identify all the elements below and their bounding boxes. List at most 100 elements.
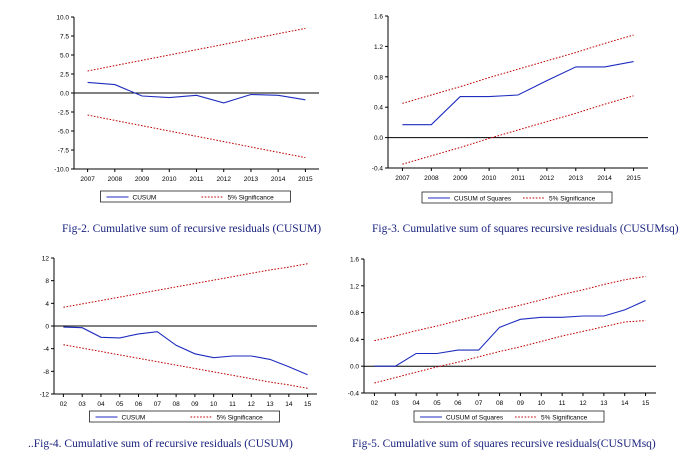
x-tick-label: 06	[135, 401, 143, 408]
legend-label: 5% Significance	[228, 195, 275, 202]
y-tick-label: 8	[45, 278, 49, 285]
x-tick-label: 07	[154, 401, 162, 408]
y-tick-label: 0.8	[350, 310, 359, 317]
chart-fig2-svg: 10.0 7.5 5.0 2.5 0.0 -2.5 -5.0 -7.5 -10.0 2007 200…	[54, 15, 319, 203]
x-tick-label: 2008	[108, 176, 123, 183]
x-tick-label: 12	[579, 400, 587, 407]
caption-fig2-text: Cumulative sum of recursive residuals (C…	[89, 223, 322, 235]
y-tick-label: 0	[45, 324, 49, 331]
series-line-bound-2	[402, 95, 634, 165]
x-tick-label: 2015	[298, 176, 313, 183]
x-tick-label: 09	[517, 400, 525, 407]
y-tick-label: 4	[45, 301, 49, 308]
x-tick-label: 03	[392, 400, 400, 407]
y-tick-label: -7.5	[58, 148, 70, 155]
chart-fig5-svg: 1.6 1.2 0.8 0.4 0.0 -0.4 02 03 04 05 06 07 08 09 10 11 1…	[348, 257, 656, 423]
y-tick-label: -8	[43, 369, 49, 376]
x-tick-label: 14	[621, 400, 629, 407]
caption-fig3-label: Fig-3.	[372, 223, 400, 235]
x-tick-label: 09	[191, 401, 199, 408]
x-tick-label: 10	[210, 401, 218, 408]
series-line-bound-1	[402, 34, 634, 104]
x-tick-label: 2010	[162, 176, 177, 183]
x-tick-label: 2009	[135, 176, 150, 183]
legend-label: CUSUM of Squares	[454, 196, 512, 203]
x-tick-label: 03	[79, 401, 87, 408]
y-tick-label: 1.6	[350, 257, 359, 264]
x-tick-label: 2007	[395, 175, 410, 182]
x-tick-label: 02	[371, 400, 379, 407]
y-tick-label: 0.0	[60, 91, 69, 98]
chart-fig5: 1.6 1.2 0.8 0.4 0.0 -0.4 02 03 04 05 06 07 08 09 10 11 1…	[334, 255, 674, 425]
x-tick-label: 04	[413, 400, 421, 407]
y-tick-label: 1.2	[350, 283, 359, 290]
x-tick-label: 15	[642, 400, 650, 407]
chart-fig4: 12 8 4 0 -4 -8 -12 02 03 04 05 06 07 08 09 10 11 12 13 14 15…	[34, 255, 334, 425]
y-tick-label: -12	[40, 392, 50, 399]
caption-fig5: Fig-5. Cumulative sum of squares recursi…	[352, 438, 656, 450]
x-tick-label: 2014	[597, 175, 612, 182]
legend-label: 5% Significance	[541, 415, 588, 422]
x-tick-label: 15	[304, 401, 312, 408]
caption-fig2: Fig-2. Cumulative sum of recursive resid…	[62, 223, 321, 235]
x-tick-label: 07	[475, 400, 483, 407]
y-tick-label: -5.0	[58, 129, 70, 136]
legend-box	[421, 191, 613, 204]
x-tick-label: 2013	[569, 175, 584, 182]
y-tick-label: 2.5	[60, 72, 69, 79]
y-tick-label: 1.2	[374, 44, 383, 51]
series-line-main	[402, 61, 634, 126]
y-tick-label: 12	[42, 256, 50, 263]
legend-label: CUSUM	[122, 415, 146, 422]
y-tick-label: -0.4	[372, 166, 384, 173]
y-tick-label: 0.4	[374, 105, 383, 112]
y-tick-label: 1.6	[374, 14, 383, 21]
x-tick-label: 05	[433, 400, 441, 407]
x-tick-label: 2012	[216, 176, 231, 183]
legend-label: CUSUM of Squares	[446, 415, 504, 422]
series-line-bound-2	[374, 320, 646, 384]
x-tick-label: 13	[266, 401, 274, 408]
y-tick-label: 0.0	[350, 364, 359, 371]
series-line-bound-2	[63, 344, 308, 389]
legend-label: 5% Significance	[217, 415, 264, 422]
y-tick-label: -2.5	[58, 110, 70, 117]
x-tick-label: 2012	[540, 175, 555, 182]
caption-fig4: ..Fig-4. Cumulative sum of recursive res…	[28, 438, 293, 450]
caption-fig2-label: Fig-2.	[62, 223, 90, 235]
x-tick-label: 02	[60, 401, 68, 408]
x-tick-label: 2014	[271, 176, 286, 183]
x-tick-label: 2009	[453, 175, 468, 182]
x-tick-label: 2010	[482, 175, 497, 182]
x-tick-label: 2011	[511, 175, 525, 182]
series-line-bound-1	[374, 275, 646, 342]
y-tick-label: 10.0	[56, 15, 69, 22]
y-tick-label: 0.4	[350, 337, 359, 344]
y-tick-label: 5.0	[60, 53, 69, 60]
chart-fig3-svg: 1.6 1.2 0.8 0.4 0.0 -0.4 2007 2008 2009 2010 2011 2…	[372, 14, 648, 204]
x-tick-label: 2008	[424, 175, 439, 182]
chart-fig4-svg: 12 8 4 0 -4 -8 -12 02 03 04 05 06 07 08 09 10 11 12 13 14 15…	[40, 256, 317, 423]
caption-fig3: Fig-3. Cumulative sum of squares recursi…	[372, 223, 679, 235]
series-line-main	[63, 326, 308, 376]
caption-fig5-label: Fig-5.	[352, 438, 380, 450]
x-tick-label: 11	[229, 401, 236, 408]
legend-box	[89, 410, 280, 423]
x-tick-label: 14	[285, 401, 293, 408]
x-tick-label: 05	[116, 401, 124, 408]
series-line-main	[87, 81, 306, 104]
chart-fig3: 1.6 1.2 0.8 0.4 0.0 -0.4 2007 2008 2009 2010 2011 2…	[356, 12, 676, 212]
y-tick-label: 0.0	[374, 135, 383, 142]
caption-fig4-label: ..Fig-4.	[28, 438, 62, 450]
y-tick-label: -10.0	[54, 167, 69, 174]
x-tick-label: 2013	[244, 176, 259, 183]
y-tick-label: 7.5	[60, 34, 69, 41]
x-tick-label: 2007	[80, 176, 95, 183]
x-tick-label: 2011	[190, 176, 204, 183]
caption-fig3-text: Cumulative sum of squares recursive resi…	[399, 223, 679, 235]
caption-fig5-text: Cumulative sum of squares recursive resi…	[379, 438, 656, 450]
caption-fig4-text: Cumulative sum of recursive residuals (C…	[61, 438, 293, 450]
series-line-bound-1	[87, 27, 306, 72]
legend-label: CUSUM	[133, 195, 157, 202]
x-tick-label: 11	[559, 400, 566, 407]
